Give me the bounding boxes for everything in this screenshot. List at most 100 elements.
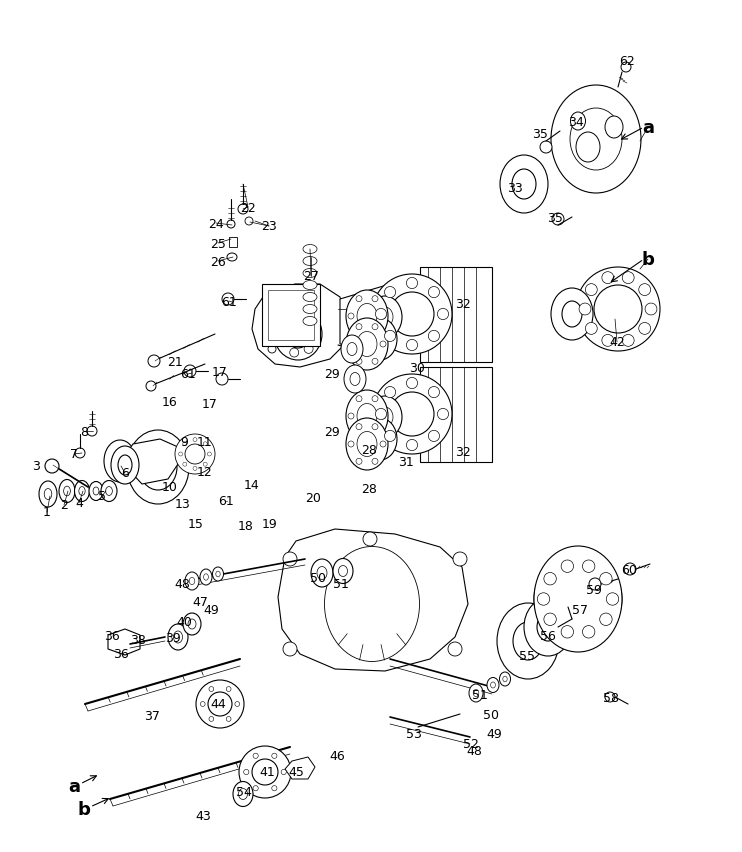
Ellipse shape bbox=[368, 396, 402, 439]
Bar bbox=[262, 285, 320, 347]
Text: 17: 17 bbox=[202, 398, 218, 411]
Circle shape bbox=[193, 438, 197, 442]
Text: 18: 18 bbox=[238, 520, 254, 532]
Circle shape bbox=[304, 345, 313, 354]
Ellipse shape bbox=[503, 676, 508, 682]
Ellipse shape bbox=[487, 677, 499, 693]
Text: 48: 48 bbox=[174, 577, 190, 590]
Ellipse shape bbox=[500, 156, 548, 214]
Ellipse shape bbox=[499, 672, 510, 686]
Circle shape bbox=[600, 613, 612, 625]
Circle shape bbox=[310, 330, 320, 339]
Circle shape bbox=[283, 642, 297, 656]
Circle shape bbox=[209, 717, 214, 722]
Circle shape bbox=[448, 642, 462, 656]
Polygon shape bbox=[340, 285, 420, 349]
Circle shape bbox=[375, 409, 387, 420]
Ellipse shape bbox=[372, 330, 388, 349]
Circle shape bbox=[624, 563, 636, 575]
Circle shape bbox=[203, 442, 207, 446]
Ellipse shape bbox=[341, 336, 363, 364]
Circle shape bbox=[356, 458, 362, 465]
Circle shape bbox=[391, 331, 399, 338]
Ellipse shape bbox=[346, 418, 388, 470]
Circle shape bbox=[372, 424, 378, 430]
Circle shape bbox=[621, 63, 631, 73]
Circle shape bbox=[438, 309, 449, 320]
Text: 37: 37 bbox=[144, 710, 160, 722]
Ellipse shape bbox=[357, 304, 377, 329]
Text: 21: 21 bbox=[167, 355, 183, 368]
Text: 6: 6 bbox=[121, 467, 129, 480]
Ellipse shape bbox=[175, 435, 215, 475]
Ellipse shape bbox=[605, 117, 623, 139]
Circle shape bbox=[605, 692, 615, 702]
Circle shape bbox=[639, 323, 651, 335]
Circle shape bbox=[372, 325, 378, 331]
Circle shape bbox=[506, 178, 518, 190]
Bar bbox=[420, 367, 492, 463]
Text: 49: 49 bbox=[486, 728, 502, 740]
Circle shape bbox=[281, 769, 286, 774]
Ellipse shape bbox=[239, 746, 291, 798]
Ellipse shape bbox=[551, 289, 593, 341]
Ellipse shape bbox=[101, 481, 117, 502]
Text: 19: 19 bbox=[262, 517, 278, 530]
Circle shape bbox=[289, 348, 299, 358]
Text: 32: 32 bbox=[455, 445, 471, 458]
Bar bbox=[268, 291, 314, 341]
Ellipse shape bbox=[185, 445, 205, 464]
Circle shape bbox=[216, 373, 228, 386]
Ellipse shape bbox=[189, 578, 195, 585]
Text: 50: 50 bbox=[483, 709, 499, 722]
Text: 33: 33 bbox=[507, 181, 523, 194]
Circle shape bbox=[384, 431, 395, 442]
Circle shape bbox=[146, 382, 156, 392]
Circle shape bbox=[183, 442, 187, 446]
Text: 11: 11 bbox=[197, 436, 213, 449]
Circle shape bbox=[582, 561, 595, 573]
Text: 34: 34 bbox=[568, 115, 584, 129]
Ellipse shape bbox=[338, 566, 347, 577]
Text: 29: 29 bbox=[324, 367, 340, 380]
Ellipse shape bbox=[79, 487, 85, 496]
Ellipse shape bbox=[553, 574, 603, 625]
Text: 47: 47 bbox=[192, 596, 208, 609]
Ellipse shape bbox=[252, 759, 278, 785]
Circle shape bbox=[372, 296, 378, 302]
Text: 25: 25 bbox=[210, 237, 226, 250]
Circle shape bbox=[356, 331, 362, 337]
Ellipse shape bbox=[524, 598, 572, 656]
Text: 28: 28 bbox=[361, 483, 377, 496]
Text: 27: 27 bbox=[303, 270, 319, 283]
Circle shape bbox=[272, 753, 277, 758]
Circle shape bbox=[380, 413, 386, 419]
Circle shape bbox=[87, 427, 97, 436]
Circle shape bbox=[380, 441, 386, 447]
Circle shape bbox=[384, 387, 395, 398]
Text: 3: 3 bbox=[32, 460, 40, 473]
Circle shape bbox=[308, 346, 316, 354]
Polygon shape bbox=[108, 630, 140, 655]
Circle shape bbox=[438, 409, 449, 420]
Circle shape bbox=[428, 331, 439, 343]
Text: 60: 60 bbox=[621, 564, 637, 577]
Circle shape bbox=[208, 452, 211, 457]
Polygon shape bbox=[128, 440, 178, 485]
Circle shape bbox=[283, 552, 297, 567]
Ellipse shape bbox=[390, 393, 434, 436]
Circle shape bbox=[209, 687, 214, 692]
Ellipse shape bbox=[534, 546, 622, 653]
Text: 52: 52 bbox=[463, 738, 479, 751]
Text: 24: 24 bbox=[208, 217, 224, 230]
Text: 22: 22 bbox=[240, 201, 256, 214]
Ellipse shape bbox=[203, 574, 209, 580]
Circle shape bbox=[253, 753, 258, 758]
Ellipse shape bbox=[74, 481, 90, 502]
Circle shape bbox=[45, 459, 59, 474]
Circle shape bbox=[639, 285, 651, 296]
Text: 61: 61 bbox=[218, 495, 234, 508]
Circle shape bbox=[407, 340, 418, 351]
Ellipse shape bbox=[344, 366, 366, 394]
Ellipse shape bbox=[93, 487, 99, 495]
